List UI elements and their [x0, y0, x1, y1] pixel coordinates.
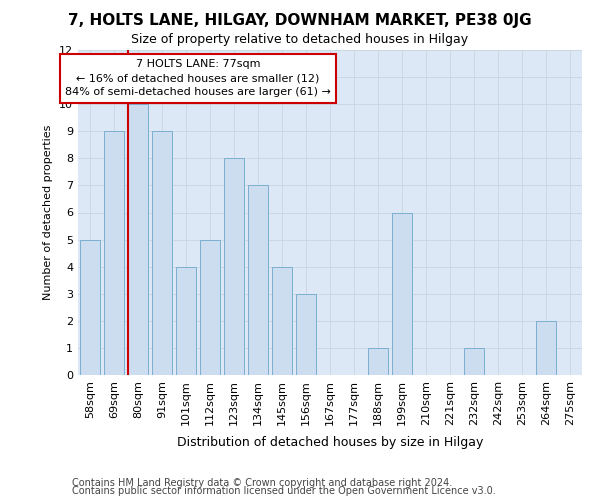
Bar — [272, 266, 292, 375]
Bar — [536, 321, 556, 375]
Bar — [152, 131, 172, 375]
Bar — [128, 104, 148, 375]
Text: Contains HM Land Registry data © Crown copyright and database right 2024.: Contains HM Land Registry data © Crown c… — [72, 478, 452, 488]
Bar — [464, 348, 484, 375]
Text: Contains public sector information licensed under the Open Government Licence v3: Contains public sector information licen… — [72, 486, 496, 496]
Bar — [368, 348, 388, 375]
Bar — [176, 266, 196, 375]
Text: Size of property relative to detached houses in Hilgay: Size of property relative to detached ho… — [131, 32, 469, 46]
Bar — [200, 240, 220, 375]
Bar — [392, 212, 412, 375]
Text: 7, HOLTS LANE, HILGAY, DOWNHAM MARKET, PE38 0JG: 7, HOLTS LANE, HILGAY, DOWNHAM MARKET, P… — [68, 12, 532, 28]
Bar — [80, 240, 100, 375]
Bar — [224, 158, 244, 375]
Y-axis label: Number of detached properties: Number of detached properties — [43, 125, 53, 300]
Bar — [296, 294, 316, 375]
Bar — [248, 186, 268, 375]
X-axis label: Distribution of detached houses by size in Hilgay: Distribution of detached houses by size … — [177, 436, 483, 449]
Text: 7 HOLTS LANE: 77sqm
← 16% of detached houses are smaller (12)
84% of semi-detach: 7 HOLTS LANE: 77sqm ← 16% of detached ho… — [65, 60, 331, 98]
Bar — [104, 131, 124, 375]
